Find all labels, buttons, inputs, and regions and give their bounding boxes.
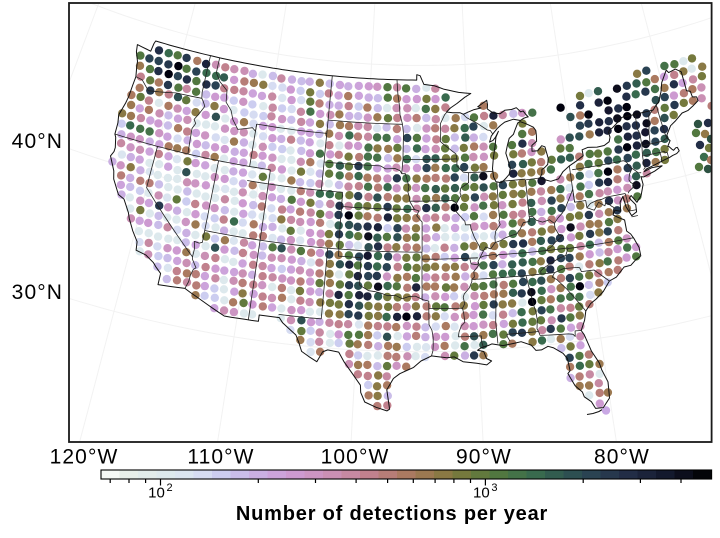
svg-text:10: 10 xyxy=(473,485,490,502)
svg-text:2: 2 xyxy=(166,482,172,494)
svg-text:90°W: 90°W xyxy=(456,446,512,469)
svg-text:40°N: 40°N xyxy=(12,130,63,153)
svg-text:Number of detections per year: Number of detections per year xyxy=(236,503,548,525)
svg-text:30°N: 30°N xyxy=(12,281,63,304)
svg-text:3: 3 xyxy=(491,482,497,494)
svg-text:10: 10 xyxy=(148,485,165,502)
svg-text:100°W: 100°W xyxy=(321,446,390,469)
svg-text:80°W: 80°W xyxy=(594,446,650,469)
svg-text:110°W: 110°W xyxy=(187,446,254,469)
svg-text:120°W: 120°W xyxy=(50,446,119,469)
